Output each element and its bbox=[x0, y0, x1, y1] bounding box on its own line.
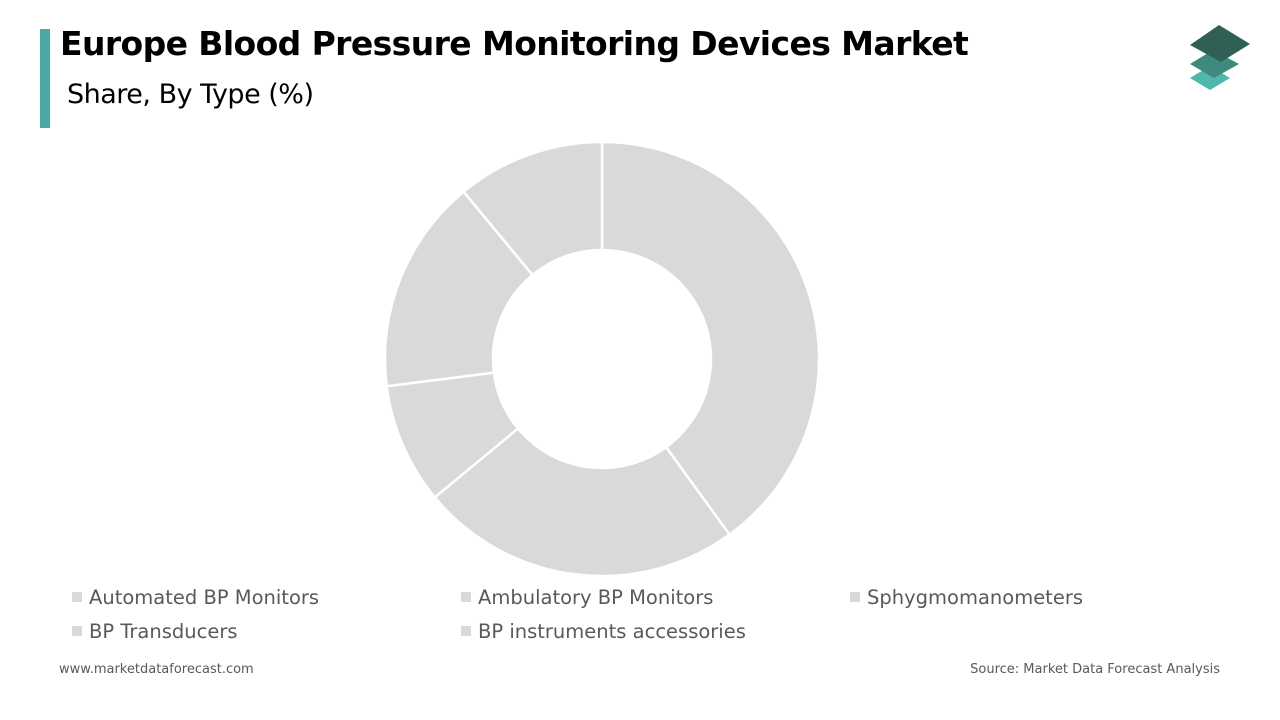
donut-slice-2 bbox=[433, 426, 732, 578]
legend-label: Ambulatory BP Monitors bbox=[478, 585, 714, 609]
legend-item: Ambulatory BP Monitors bbox=[461, 583, 713, 611]
stacked-layers-logo-icon bbox=[1190, 25, 1250, 90]
donut-slice-1 bbox=[600, 140, 821, 537]
chart-subtitle: Share, By Type (%) bbox=[67, 79, 314, 110]
legend-swatch bbox=[72, 592, 82, 602]
legend-item: Automated BP Monitors bbox=[72, 583, 319, 611]
logo-layer-middle bbox=[1190, 50, 1239, 78]
legend-swatch bbox=[461, 626, 471, 636]
donut-chart bbox=[383, 140, 821, 578]
legend-item: BP Transducers bbox=[72, 617, 238, 645]
footer-source: Source: Market Data Forecast Analysis bbox=[970, 662, 1220, 677]
footer-website: www.marketdataforecast.com bbox=[59, 662, 254, 677]
legend-label: Sphygmomanometers bbox=[867, 585, 1084, 609]
legend-item: BP instruments accessories bbox=[461, 617, 746, 645]
legend-label: Automated BP Monitors bbox=[89, 585, 320, 609]
legend-label: BP instruments accessories bbox=[478, 619, 746, 643]
legend-label: BP Transducers bbox=[89, 619, 238, 643]
chart-legend: Automated BP Monitors Ambulatory BP Monit… bbox=[72, 583, 1232, 653]
logo-layer-top bbox=[1190, 25, 1250, 62]
chart-title: Europe Blood Pressure Monitoring Devices… bbox=[60, 24, 969, 63]
donut-slice-5 bbox=[461, 140, 604, 277]
legend-swatch bbox=[72, 626, 82, 636]
legend-swatch bbox=[461, 592, 471, 602]
legend-item: Sphygmomanometers bbox=[850, 583, 1083, 611]
title-accent-bar bbox=[40, 29, 50, 128]
donut-slice-4 bbox=[383, 190, 535, 388]
legend-swatch bbox=[850, 592, 860, 602]
